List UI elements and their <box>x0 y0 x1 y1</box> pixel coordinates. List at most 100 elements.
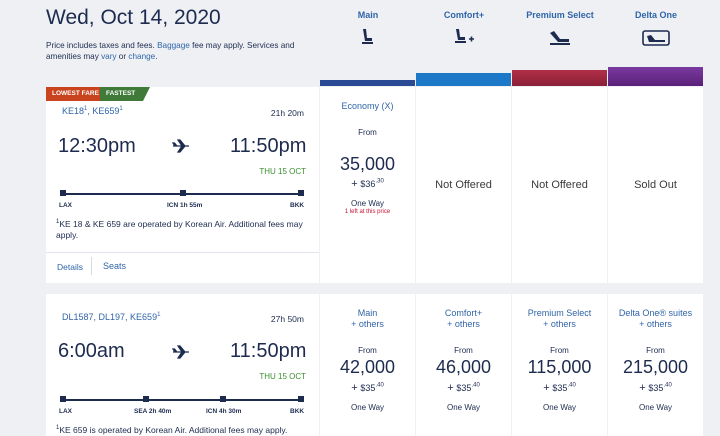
trip-type: One Way <box>350 199 385 208</box>
divider <box>46 252 319 253</box>
departure-time: 6:00am <box>58 340 125 362</box>
fastest-badge: FASTEST <box>100 87 150 101</box>
fare-cell-premium <box>512 87 607 283</box>
plus-sign: + <box>639 382 646 394</box>
flight-card-1 <box>46 87 319 283</box>
origin-marker <box>60 396 66 402</box>
fare-class: Comfort+ <box>444 308 483 318</box>
trip-type: One Way <box>542 403 577 412</box>
column-label: Delta One <box>634 10 677 20</box>
fare-cell-deltaone[interactable] <box>608 294 703 436</box>
note-text: fee may apply. Services and amenities ma… <box>46 41 295 61</box>
fee-dollars: $35 <box>552 383 568 393</box>
origin-marker <box>60 190 66 196</box>
premium-select-seat-icon <box>512 27 608 49</box>
fare-status: Not Offered <box>435 179 492 191</box>
footnote-marker: 1 <box>119 106 123 112</box>
fare-cell-premium[interactable] <box>512 294 607 436</box>
vary-link[interactable]: vary <box>101 52 117 61</box>
fee-dollars: $35 <box>648 383 664 393</box>
fare-class-others: + others <box>543 319 576 329</box>
fare-class-others: + others <box>447 319 480 329</box>
from-label: From <box>454 346 473 355</box>
destination-marker <box>298 396 304 402</box>
fee-amount: + $35.40 <box>608 382 703 394</box>
fare-cell-deltaone <box>608 87 703 283</box>
operator-note: 1KE 659 is operated by Korean Air. Addit… <box>56 423 316 436</box>
flight-duration: 27h 50m <box>270 314 304 324</box>
fee-cents: .40 <box>471 382 480 389</box>
divider <box>91 257 92 275</box>
plus-sign: + <box>447 382 454 394</box>
fee-amount: + $35.40 <box>416 382 511 394</box>
footnote-marker: 1 <box>84 106 88 112</box>
column-header-main[interactable]: Main <box>320 10 416 49</box>
miles-price: 115,000 <box>527 357 592 377</box>
fee-amount: + $35.40 <box>320 382 415 394</box>
premium-column-bar <box>512 70 607 86</box>
note-text: . <box>155 52 158 61</box>
plus-sign: + <box>543 382 550 394</box>
trip-type: One Way <box>350 403 385 412</box>
operator-note: 1KE 18 & KE 659 are operated by Korean A… <box>56 217 308 241</box>
column-label: Main <box>357 10 379 20</box>
price-note: Price includes taxes and fees. Baggage f… <box>46 40 318 62</box>
flight-card-2 <box>46 294 319 436</box>
seats-link[interactable]: Seats <box>103 261 127 271</box>
fee-dollars: $36 <box>360 179 376 189</box>
column-label: Premium Select <box>526 10 594 20</box>
column-header-deltaone[interactable]: Delta One <box>608 10 704 49</box>
fare-cell-main[interactable] <box>320 294 415 436</box>
plus-sign: + <box>351 382 358 394</box>
from-label: From <box>358 346 377 355</box>
fee-amount: + $35.40 <box>512 382 607 394</box>
comfort-column-bar <box>416 73 511 86</box>
from-label: From <box>550 346 569 355</box>
lowest-fare-badge: LOWEST FARE <box>46 87 102 101</box>
column-header-premium[interactable]: Premium Select <box>512 10 608 49</box>
fare-status: Sold Out <box>634 179 677 191</box>
stop-airport: ICN 4h 30m <box>206 408 242 415</box>
column-label: Comfort+ <box>443 10 485 20</box>
plus-sign: + <box>351 178 358 190</box>
change-link[interactable]: change <box>128 52 156 61</box>
operator-note-text: KE 18 & KE 659 are operated by Korean Ai… <box>56 218 303 240</box>
fare-cell-comfort[interactable] <box>416 294 511 436</box>
destination-airport: BKK <box>290 202 305 209</box>
fee-dollars: $35 <box>456 383 472 393</box>
arrival-date: THU 15 OCT <box>259 372 306 381</box>
trip-type: One Way <box>638 403 673 412</box>
miles-price: 46,000 <box>435 357 492 377</box>
operator-note-text: KE 659 is operated by Korean Air. Additi… <box>59 424 288 435</box>
trip-type: One Way <box>446 403 481 412</box>
flight-numbers[interactable]: DL1587, DL197, KE6591 <box>62 312 160 322</box>
details-link[interactable]: Details <box>57 262 83 272</box>
plane-icon <box>171 138 190 159</box>
fare-class-others: + others <box>351 319 384 329</box>
from-label: From <box>646 346 665 355</box>
stop-marker <box>220 396 226 402</box>
fee-cents: .40 <box>375 382 384 389</box>
fare-class: Premium Select <box>527 308 592 318</box>
arrival-time: 11:50pm <box>230 135 307 157</box>
arrival-date: THU 15 OCT <box>259 167 306 176</box>
delta-one-suite-icon <box>608 27 704 49</box>
flight-duration: 21h 20m <box>270 108 304 118</box>
departure-time: 12:30pm <box>58 135 136 157</box>
fee-dollars: $35 <box>360 383 376 393</box>
flight-numbers[interactable]: KE181, KE6591 <box>62 106 123 116</box>
fare-class: Economy (X) <box>341 101 394 111</box>
origin-airport: LAX <box>59 202 72 209</box>
origin-airport: LAX <box>59 408 72 415</box>
separator: , <box>87 106 93 116</box>
fee-amount: + $36.30 <box>320 178 415 190</box>
miles-price: 215,000 <box>622 357 689 377</box>
baggage-link[interactable]: Baggage <box>157 41 190 50</box>
fare-class-others: + others <box>639 319 672 329</box>
fare-cell-comfort <box>416 87 511 283</box>
column-header-comfort[interactable]: Comfort+ <box>416 10 512 49</box>
fare-cell-main[interactable] <box>320 87 415 283</box>
arrival-time: 11:50pm <box>230 340 307 362</box>
stop-airport: SEA 2h 40m <box>134 408 172 415</box>
deltaone-column-bar <box>608 67 703 86</box>
